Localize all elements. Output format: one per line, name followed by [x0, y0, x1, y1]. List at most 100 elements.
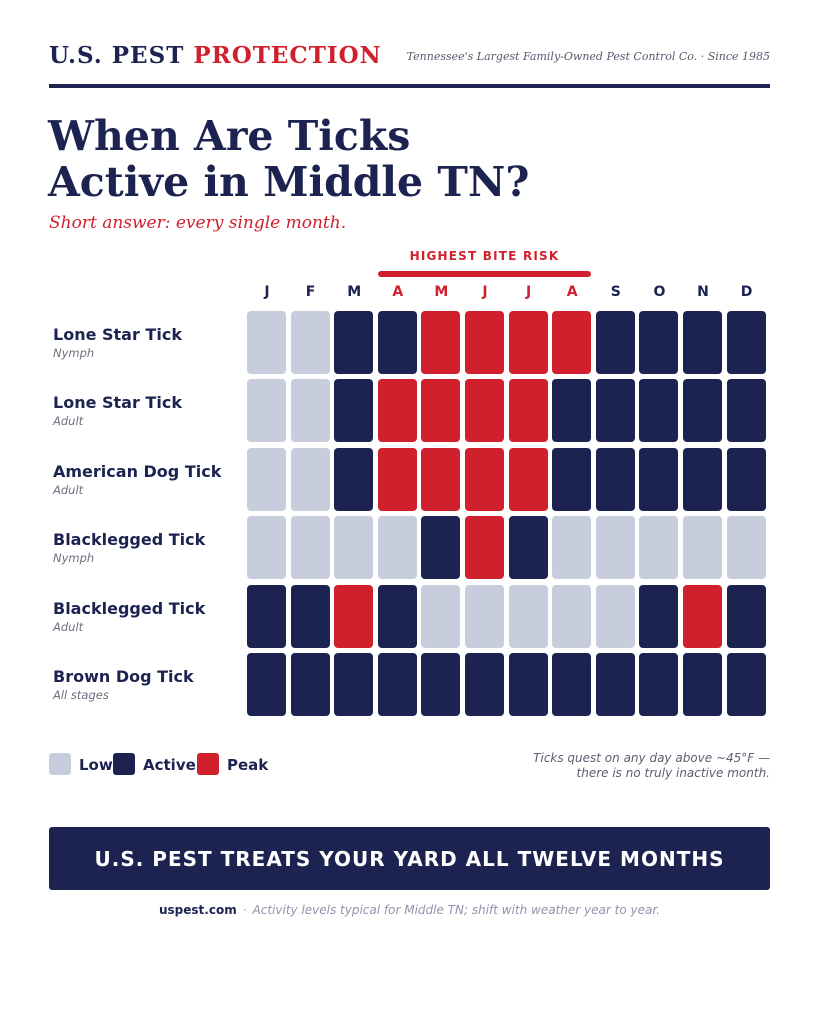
heatmap-cell [639, 653, 679, 716]
heatmap-cell [726, 311, 766, 374]
heatmap-cell [552, 379, 592, 443]
month-label-11: N [697, 284, 709, 300]
tick-life-stage: All stages [53, 688, 109, 702]
heatmap-cell [639, 516, 679, 580]
heatmap-cell [639, 311, 679, 374]
month-label-6: J [482, 284, 488, 300]
heatmap-cell [595, 379, 635, 443]
tick-life-stage: Adult [53, 619, 84, 634]
heatmap-cell [247, 311, 286, 374]
heatmap-cell [508, 379, 548, 443]
heatmap-cell [334, 311, 374, 374]
heatmap-cell [508, 653, 548, 716]
heatmap-cell [334, 379, 374, 443]
page-title: When Are Ticks Active in Middle TN? [48, 113, 529, 205]
heatmap-cell [421, 379, 461, 443]
tick-life-stage: Adult [53, 482, 84, 497]
row-label: American Dog Tick Adult [53, 462, 221, 497]
heatmap-cell [377, 516, 417, 580]
tick-species-name: Blacklegged Tick [53, 530, 206, 550]
heatmap-cell [552, 311, 592, 374]
heatmap-cell [247, 584, 286, 648]
heatmap-cell [290, 447, 330, 511]
heatmap-cell [508, 584, 548, 648]
heatmap-cell [726, 447, 766, 511]
heatmap-cell [683, 516, 722, 580]
heatmap-cell [421, 584, 461, 648]
subtitle: Short answer: every single month. [49, 213, 347, 233]
heatmap-cell [683, 447, 722, 511]
heatmap-cell [552, 653, 592, 716]
heatmap-cell [552, 447, 592, 511]
heatmap-cell [508, 516, 548, 580]
heatmap-cell [595, 311, 635, 374]
heatmap-cell [377, 447, 417, 511]
month-label-1: J [264, 284, 270, 300]
heatmap-cell [639, 447, 679, 511]
brand-logo: U.S. PEST PROTECTION [49, 42, 382, 69]
heatmap-cell [683, 379, 722, 443]
tick-species-name: Lone Star Tick [53, 393, 182, 413]
heatmap-cell [377, 653, 417, 716]
heatmap-cell [247, 447, 286, 511]
temperature-note: Ticks quest on any day above ~45°F — the… [533, 751, 770, 781]
month-label-2: F [305, 284, 316, 300]
heatmap-cell [421, 447, 461, 511]
row-label: Brown Dog Tick All stages [53, 667, 194, 702]
tick-species-name: American Dog Tick [53, 461, 222, 481]
tick-species-name: Brown Dog Tick [53, 667, 194, 686]
row-label: Lone Star Tick Nymph [53, 325, 182, 360]
row-label: Lone Star Tick Adult [53, 393, 182, 428]
heatmap-cell [247, 516, 286, 580]
month-label-3: M [347, 284, 362, 300]
heatmap-cell [247, 653, 286, 716]
month-label-5: M [434, 284, 449, 300]
heatmap-cell [377, 379, 417, 443]
heatmap-cell [421, 653, 461, 716]
brand-main: U.S. PEST [49, 42, 185, 69]
heatmap-cell [290, 653, 330, 716]
legend-swatch-peak [197, 753, 219, 775]
legend-swatch-low [49, 753, 71, 775]
row-label: Blacklegged Tick Nymph [53, 530, 205, 565]
month-label-4: A [392, 284, 404, 300]
heatmap-cell [334, 447, 374, 511]
heatmap-cell [726, 584, 766, 648]
heatmap-cell [334, 584, 374, 648]
heatmap-cell [290, 379, 330, 443]
heatmap-cell [552, 584, 592, 648]
title-line-2: Active in Middle TN? [48, 158, 530, 206]
month-label-7: J [525, 284, 532, 300]
month-label-8: A [566, 284, 578, 300]
heatmap-cell [334, 516, 374, 580]
heatmap-cell [595, 516, 635, 580]
highest-bite-risk-label: HIGHEST BITE RISK [409, 249, 560, 263]
heatmap-cell [595, 584, 635, 648]
heatmap-cell [726, 379, 766, 443]
note-line-2: there is no truly inactive month. [576, 766, 770, 780]
heatmap-cell [290, 516, 330, 580]
heatmap-cell [465, 447, 504, 511]
heatmap-cell [726, 653, 766, 716]
heatmap-cell [595, 653, 635, 716]
month-label-9: S [610, 284, 621, 300]
heatmap-cell [683, 584, 722, 648]
tick-life-stage: Nymph [53, 346, 95, 360]
footer: uspest.com · Activity levels typical for M… [0, 903, 819, 917]
footer-disclaimer: Activity levels typical for Middle TN; s… [252, 903, 660, 917]
heatmap-cell [465, 653, 504, 716]
heatmap-cell [508, 447, 548, 511]
heatmap-cell [508, 311, 548, 374]
heatmap-cell [465, 584, 504, 648]
footer-website-link[interactable]: uspest.com [159, 903, 237, 917]
brand-accent: PROTECTION [193, 42, 382, 69]
highest-bite-risk-bar [378, 271, 591, 277]
heatmap-cell [683, 653, 722, 716]
heatmap-cell [421, 516, 461, 580]
heatmap-cell [465, 379, 504, 443]
tick-species-name: Blacklegged Tick [53, 598, 206, 618]
tick-life-stage: Nymph [53, 551, 95, 566]
tagline: Tennessee's Largest Family-Owned Pest Co… [406, 50, 770, 63]
month-label-10: O [653, 284, 666, 300]
heatmap-cell [421, 311, 461, 374]
